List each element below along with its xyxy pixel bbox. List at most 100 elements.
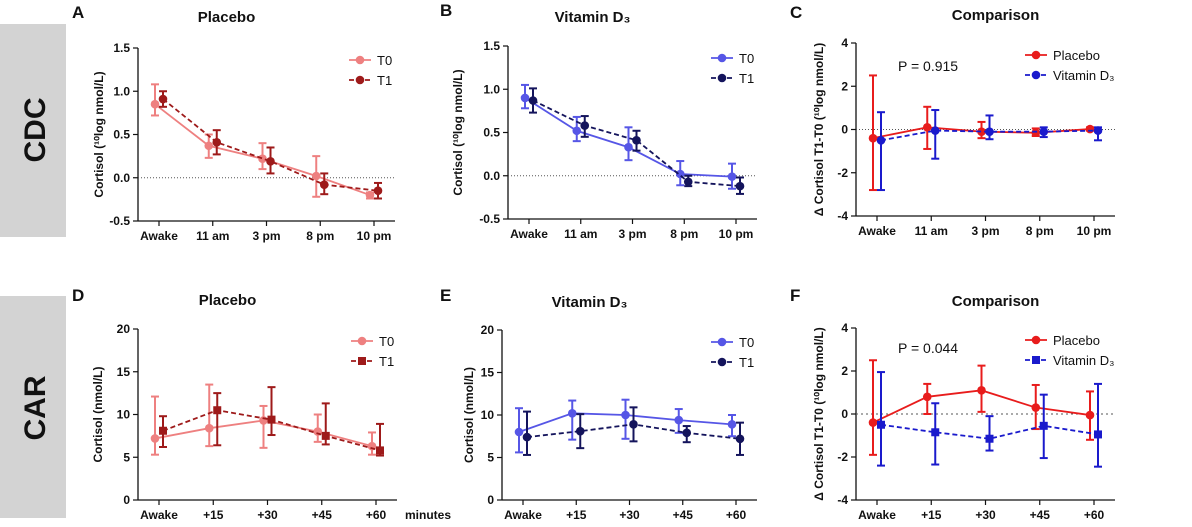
data-point-marker — [674, 415, 684, 425]
y-tick-label: 0.5 — [113, 128, 130, 142]
chart-legend: Placebo Vitamin D₃ — [1025, 333, 1114, 368]
series-vitamin-d — [877, 371, 1102, 468]
x-tick-label: 10 pm — [357, 229, 392, 243]
x-tick-label: 11 am — [915, 224, 948, 238]
x-tick-label: 3 pm — [971, 224, 999, 238]
legend-swatch-marker — [717, 357, 727, 367]
y-tick-label: -2 — [837, 166, 848, 180]
data-point-marker — [150, 99, 160, 109]
x-tick-label: +15 — [921, 508, 942, 522]
legend-swatch-marker — [717, 337, 727, 347]
y-tick-label: 0 — [123, 493, 130, 507]
data-point-marker — [624, 142, 633, 152]
panel-letter: D — [72, 286, 84, 305]
chart-panel-e: E Vitamin D₃ 0 5 10 15 20 Awake +15 +30 +45 +60 Cort… — [440, 286, 757, 522]
legend-label: T1 — [377, 73, 392, 88]
series-placebo — [868, 359, 1095, 456]
data-point-marker — [682, 428, 692, 438]
series-t1 — [528, 87, 745, 195]
y-tick-label: 15 — [117, 365, 131, 379]
y-tick-label: 20 — [481, 323, 495, 337]
data-point-marker — [158, 94, 168, 104]
legend-swatch-marker — [717, 53, 727, 63]
p-value-annotation: P = 0.915 — [898, 58, 958, 74]
y-axis-label: Cortisol (¹⁰log nmol/L) — [92, 71, 106, 197]
y-tick-label: 15 — [481, 366, 495, 380]
legend-label: Vitamin D₃ — [1053, 68, 1114, 83]
data-point-marker — [267, 415, 276, 424]
y-tick-label: -0.5 — [109, 214, 130, 228]
y-tick-label: 2 — [841, 79, 848, 93]
legend-swatch-marker — [355, 55, 365, 65]
data-point-marker — [1031, 128, 1041, 138]
x-tick-label: 10 pm — [1077, 224, 1112, 238]
y-tick-label: 10 — [117, 408, 131, 422]
data-point-marker — [528, 96, 538, 105]
data-point-marker — [931, 428, 940, 437]
data-point-marker — [985, 434, 994, 443]
data-point-marker — [150, 434, 160, 443]
x-tick-label: +45 — [312, 508, 333, 522]
x-tick-label: Awake — [140, 229, 178, 243]
legend-label: T1 — [739, 71, 754, 86]
panel-letter: F — [790, 286, 800, 305]
data-point-marker — [1085, 410, 1095, 420]
x-tick-label: 10 pm — [719, 227, 754, 241]
data-point-marker — [212, 137, 222, 147]
panel-letter: B — [440, 1, 452, 20]
x-tick-label: 8 pm — [670, 227, 698, 241]
legend-swatch-marker — [355, 75, 365, 85]
legend-label: T1 — [739, 355, 754, 370]
row-label-car: CAR — [19, 375, 52, 440]
chart-title: Vitamin D₃ — [555, 9, 631, 26]
x-tick-label: +30 — [975, 508, 996, 522]
y-tick-label: 1.0 — [483, 82, 500, 96]
legend-swatch-marker — [1032, 356, 1040, 364]
y-axis-label: Δ Cortisol T1-T0 (¹⁰log nmol/L) — [812, 327, 826, 500]
row-label-car-background — [0, 296, 66, 518]
data-point-marker — [1093, 126, 1103, 135]
data-point-marker — [1031, 403, 1041, 412]
y-tick-label: 1.5 — [113, 41, 130, 55]
series-line — [532, 99, 741, 188]
data-point-marker — [567, 409, 577, 418]
chart-panel-d: D Placebo 0 5 10 15 20 Awake +15 +30 +45 +60 minutes… — [72, 286, 451, 522]
data-point-marker — [977, 127, 986, 136]
data-point-marker — [868, 133, 878, 143]
data-point-marker — [1085, 124, 1095, 134]
legend-label: T0 — [379, 334, 394, 349]
y-tick-label: 0.0 — [483, 169, 500, 183]
data-point-marker — [321, 431, 330, 440]
x-tick-label: +15 — [566, 508, 587, 522]
row-label-cdc-background — [0, 24, 66, 237]
data-point-marker — [159, 426, 167, 435]
data-point-marker — [735, 434, 745, 444]
row-label-cdc: CDC — [19, 98, 52, 163]
y-tick-label: 1.0 — [113, 84, 130, 98]
x-tick-label: Awake — [510, 227, 548, 241]
chart-panel-c: C Comparison -4 -2 0 2 4 Awake 11 am 3 pm 8 pm 10 p… — [790, 3, 1115, 238]
data-point-marker — [922, 392, 932, 402]
data-point-marker — [572, 126, 582, 136]
data-point-marker — [580, 121, 590, 130]
data-point-marker — [977, 386, 986, 395]
legend-swatch-marker — [1031, 70, 1041, 80]
data-point-marker — [1039, 127, 1049, 136]
data-point-marker — [520, 93, 530, 103]
y-axis-label: Cortisol (nmol/L) — [462, 367, 476, 463]
legend-label: T0 — [377, 53, 392, 68]
chart-title: Placebo — [199, 292, 257, 309]
data-point-marker — [376, 446, 384, 455]
x-tick-label: +15 — [203, 508, 224, 522]
panel-letter: A — [72, 3, 84, 22]
data-point-marker — [632, 135, 641, 145]
y-tick-label: -4 — [837, 209, 848, 223]
chart-title: Comparison — [952, 7, 1040, 24]
chart-title: Placebo — [198, 9, 256, 26]
data-point-marker — [1094, 430, 1102, 439]
x-tick-label: +30 — [257, 508, 278, 522]
chart-panel-f: F Comparison -4 -2 0 2 4 Awake +15 +30 +45 +60 Δ Cor… — [790, 286, 1115, 522]
